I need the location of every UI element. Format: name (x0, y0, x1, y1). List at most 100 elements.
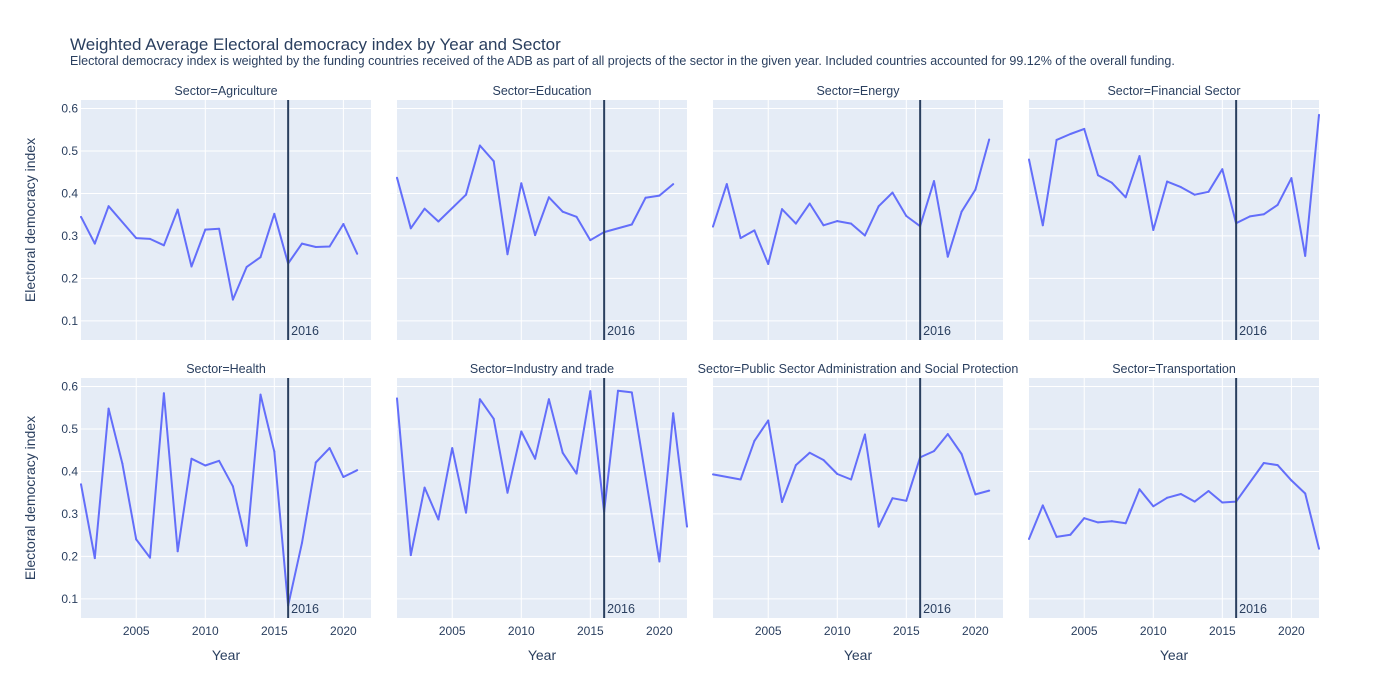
y-tick-label: 0.6 (61, 379, 78, 393)
data-point (960, 210, 963, 213)
panel-title: Sector=Financial Sector (1107, 84, 1240, 98)
data-point (93, 557, 96, 560)
data-point (630, 391, 633, 394)
data-point (1110, 520, 1113, 523)
data-point (960, 453, 963, 456)
data-point (218, 227, 221, 230)
data-point (589, 239, 592, 242)
data-point (1304, 492, 1307, 495)
vline-label: 2016 (607, 602, 635, 616)
y-tick-label: 0.2 (61, 549, 78, 563)
data-point (686, 525, 688, 528)
data-point (1207, 489, 1210, 492)
plot-background (1029, 100, 1319, 340)
data-point (300, 541, 303, 544)
vline-label: 2016 (291, 324, 319, 338)
x-tick-label: 2010 (1140, 624, 1167, 638)
panel-title: Sector=Transportation (1112, 362, 1236, 376)
data-point (836, 220, 839, 223)
data-point (273, 450, 276, 453)
y-tick-label: 0.6 (61, 101, 78, 115)
data-point (520, 182, 523, 185)
data-point (1097, 174, 1100, 177)
vline-label: 2016 (1239, 324, 1267, 338)
x-tick-label: 2005 (123, 624, 150, 638)
data-point (891, 497, 894, 500)
data-point (725, 183, 728, 186)
panel-title: Sector=Energy (816, 84, 900, 98)
data-point (547, 196, 550, 199)
data-point (1207, 190, 1210, 193)
data-point (739, 237, 742, 240)
data-point (465, 511, 468, 514)
plot-background (713, 378, 1003, 618)
data-point (342, 475, 345, 478)
data-point (850, 222, 853, 225)
panels-group: 2016 Sector=Agriculture 0.1 0.2 0.3 0.4 0.5 0.6… (22, 84, 1320, 663)
data-point (190, 457, 193, 460)
data-point (863, 234, 866, 237)
vline-label: 2016 (291, 602, 319, 616)
data-point (1069, 533, 1072, 536)
data-point (822, 458, 825, 461)
data-point (409, 227, 412, 230)
x-tick-label: 2005 (1071, 624, 1098, 638)
data-point (753, 439, 756, 442)
data-point (162, 392, 165, 395)
data-point (974, 188, 977, 191)
data-point (1318, 113, 1320, 116)
data-point (1262, 461, 1265, 464)
data-point (1276, 464, 1279, 467)
data-point (423, 207, 426, 210)
data-point (630, 223, 633, 226)
data-point (1248, 215, 1251, 218)
x-tick-label: 2020 (1278, 624, 1305, 638)
data-point (877, 525, 880, 528)
data-point (616, 389, 619, 392)
y-tick-label: 0.2 (61, 271, 78, 285)
data-point (478, 144, 481, 147)
data-point (905, 499, 908, 502)
data-point (190, 265, 193, 268)
data-point (1290, 177, 1293, 180)
data-point (1193, 193, 1196, 196)
data-point (1152, 228, 1155, 231)
data-point (1110, 181, 1113, 184)
data-point (149, 237, 152, 240)
panel-agriculture: 2016 Sector=Agriculture 0.1 0.2 0.3 0.4 0.5 0.6… (22, 84, 371, 340)
y-tick-label: 0.1 (61, 314, 78, 328)
data-point (988, 489, 991, 492)
panel-transportation: 2016 Sector=Transportation 2005 2010 2015 202… (1028, 362, 1320, 663)
data-point (644, 196, 647, 199)
data-point (794, 222, 797, 225)
y-tick-label: 0.3 (61, 229, 78, 243)
x-axis-title: Year (528, 647, 557, 663)
data-point (946, 433, 949, 436)
data-point (1028, 537, 1030, 540)
data-point (589, 390, 592, 393)
y-tick-label: 0.4 (61, 464, 78, 478)
data-point (328, 245, 331, 248)
data-point (781, 501, 784, 504)
data-point (314, 461, 317, 464)
data-point (891, 191, 894, 194)
vline-label: 2016 (923, 602, 951, 616)
data-point (1124, 522, 1127, 525)
data-point (121, 462, 124, 465)
data-point (1262, 213, 1265, 216)
data-point (437, 220, 440, 223)
data-point (575, 215, 578, 218)
data-point (534, 234, 537, 237)
data-point (808, 451, 811, 454)
data-point (176, 550, 179, 553)
x-tick-label: 2020 (646, 624, 673, 638)
y-tick-label: 0.5 (61, 422, 78, 436)
x-axis-title: Year (212, 647, 241, 663)
data-point (245, 544, 248, 547)
data-point (672, 412, 675, 415)
data-point (1221, 501, 1224, 504)
data-point (218, 459, 221, 462)
panel-financial-sector: 2016 Sector=Financial Sector (1028, 84, 1320, 340)
plot-background (81, 100, 371, 340)
x-tick-label: 2005 (439, 624, 466, 638)
